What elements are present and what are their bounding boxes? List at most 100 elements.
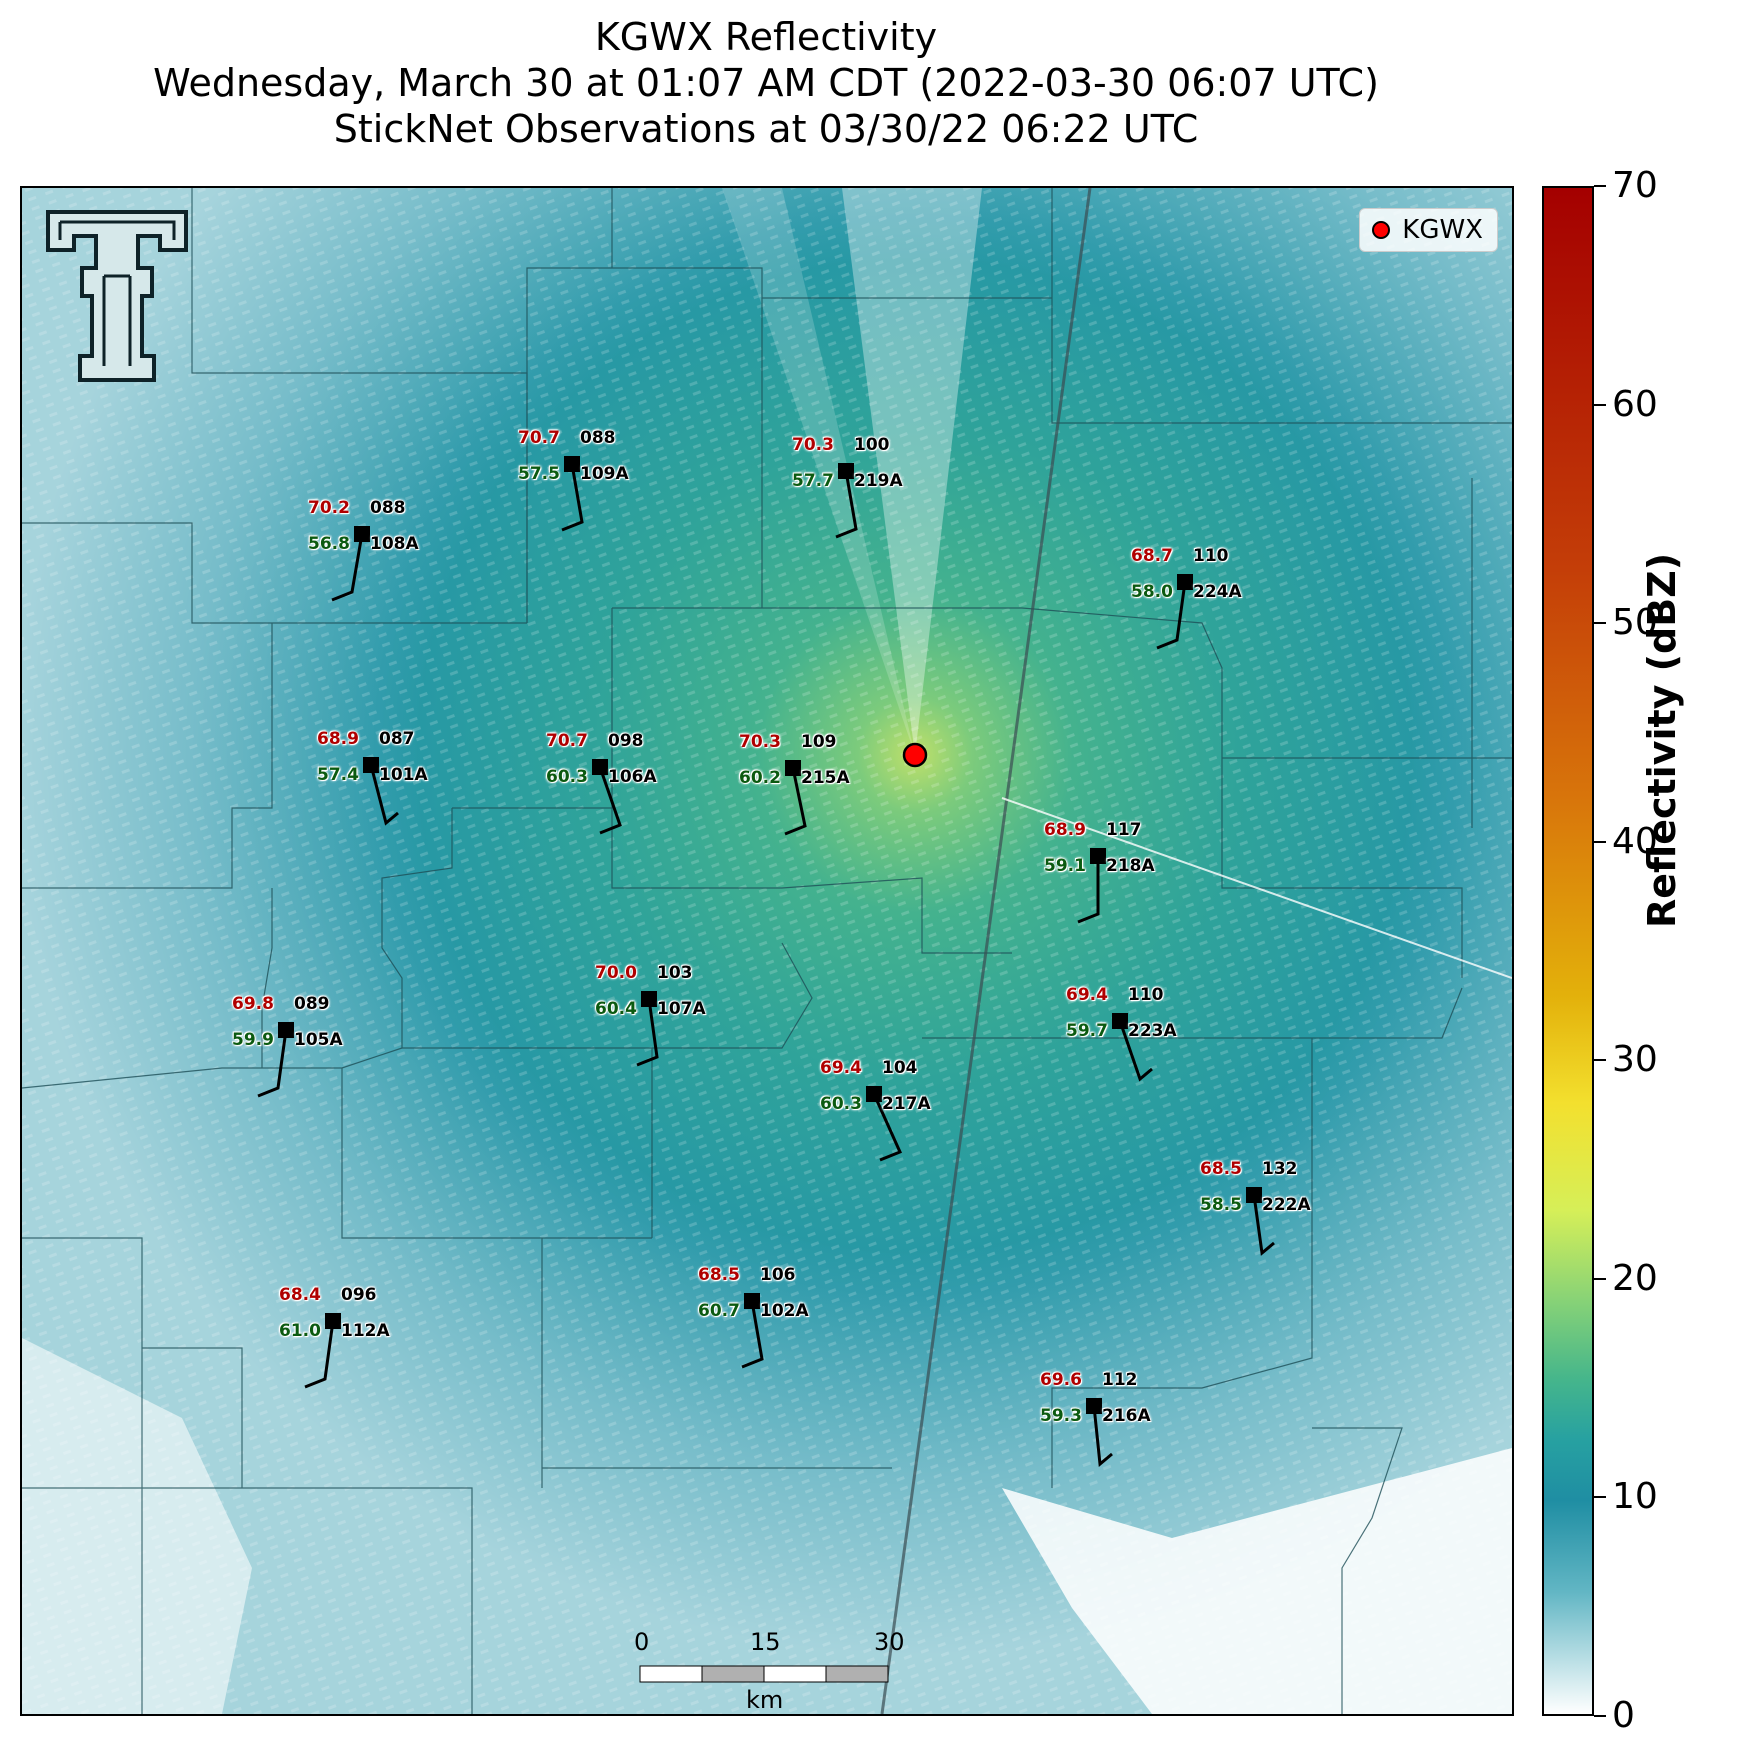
station-marker bbox=[278, 1022, 294, 1038]
station-temperature: 69.8 bbox=[232, 994, 274, 1014]
colorbar-tick-mark bbox=[1594, 1715, 1606, 1717]
station-pressure: 088 bbox=[370, 498, 406, 518]
station-temperature: 69.4 bbox=[1066, 985, 1108, 1005]
station-marker bbox=[354, 526, 370, 542]
colorbar-tick-mark bbox=[1594, 1496, 1606, 1499]
radar-map[interactable]: KGWX 70.2 088 56.8 108A 70.7 088 57.5 109A 70.3 1… bbox=[20, 186, 1514, 1716]
station-marker bbox=[785, 760, 801, 776]
station-dewpoint: 58.5 bbox=[1200, 1195, 1242, 1215]
station-id: 223A bbox=[1128, 1021, 1177, 1041]
station-pressure: 110 bbox=[1128, 985, 1164, 1005]
station-dewpoint: 59.3 bbox=[1040, 1406, 1082, 1426]
station-marker bbox=[592, 759, 608, 775]
station-temperature: 68.5 bbox=[698, 1265, 740, 1285]
station-temperature: 69.4 bbox=[820, 1058, 862, 1078]
colorbar-tick-label: 0 bbox=[1612, 1695, 1635, 1736]
radar-site-marker bbox=[902, 742, 928, 768]
station-id: 109A bbox=[580, 464, 629, 484]
title-line-3: StickNet Observations at 03/30/22 06:22 … bbox=[333, 107, 1199, 151]
station-temperature: 70.7 bbox=[546, 731, 588, 751]
station-pressure: 104 bbox=[882, 1058, 918, 1078]
station-id: 219A bbox=[854, 471, 903, 491]
colorbar-tick-mark bbox=[1594, 1277, 1606, 1280]
station-marker bbox=[744, 1293, 760, 1309]
station-temperature: 69.6 bbox=[1040, 1370, 1082, 1390]
wind-barb bbox=[598, 766, 622, 835]
scale-bar: 0 15 30 km bbox=[634, 1628, 905, 1714]
wind-barb bbox=[304, 1320, 335, 1389]
wind-barb bbox=[1118, 1020, 1153, 1082]
station-dewpoint: 57.4 bbox=[317, 765, 359, 785]
station-marker bbox=[1112, 1013, 1128, 1029]
colorbar-tick-mark bbox=[1594, 622, 1606, 625]
station-pressure: 098 bbox=[608, 731, 644, 751]
colorbar-tick-label: 20 bbox=[1612, 1257, 1658, 1299]
chart-title: KGWX Reflectivity Wednesday, March 30 at… bbox=[0, 14, 1532, 152]
station-dewpoint: 59.7 bbox=[1066, 1021, 1108, 1041]
station-dewpoint: 60.3 bbox=[820, 1094, 862, 1114]
wind-barb bbox=[331, 533, 364, 602]
title-line-2: Wednesday, March 30 at 01:07 AM CDT (202… bbox=[153, 61, 1379, 105]
station-pressure: 096 bbox=[341, 1285, 377, 1305]
station-temperature: 68.5 bbox=[1200, 1159, 1242, 1179]
station-id: 218A bbox=[1106, 856, 1155, 876]
station-id: 216A bbox=[1102, 1406, 1151, 1426]
station-temperature: 70.2 bbox=[308, 498, 350, 518]
station-dewpoint: 56.8 bbox=[308, 534, 350, 554]
colorbar-tick-mark bbox=[1594, 185, 1606, 187]
texas-tech-logo bbox=[42, 206, 192, 386]
station-temperature: 68.4 bbox=[279, 1285, 321, 1305]
wind-barb bbox=[784, 767, 807, 836]
colorbar-tick-mark bbox=[1594, 840, 1606, 843]
wind-barb bbox=[369, 764, 399, 826]
station-temperature: 70.3 bbox=[739, 732, 781, 752]
station-dewpoint: 59.9 bbox=[232, 1030, 274, 1050]
colorbar-tick-label: 50 bbox=[1612, 602, 1658, 644]
station-pressure: 100 bbox=[854, 435, 890, 455]
station-marker bbox=[363, 757, 379, 773]
station-pressure: 089 bbox=[294, 994, 330, 1014]
station-pressure: 117 bbox=[1106, 820, 1142, 840]
station-dewpoint: 60.4 bbox=[595, 999, 637, 1019]
station-temperature: 68.7 bbox=[1131, 546, 1173, 566]
station-pressure: 112 bbox=[1102, 1370, 1138, 1390]
station-id: 217A bbox=[882, 1094, 931, 1114]
station-pressure: 110 bbox=[1193, 546, 1229, 566]
map-legend: KGWX bbox=[1359, 208, 1498, 252]
station-id: 105A bbox=[294, 1030, 343, 1050]
wind-barb bbox=[1156, 581, 1187, 650]
colorbar-tick-label: 10 bbox=[1612, 1476, 1658, 1518]
station-id: 224A bbox=[1193, 582, 1242, 602]
wind-barb bbox=[741, 1300, 764, 1369]
station-pressure: 106 bbox=[760, 1265, 796, 1285]
wind-barb bbox=[561, 463, 584, 532]
station-dewpoint: 60.2 bbox=[739, 768, 781, 788]
station-id: 107A bbox=[657, 999, 706, 1019]
scale-unit: km bbox=[746, 1686, 784, 1714]
station-dewpoint: 61.0 bbox=[279, 1321, 321, 1341]
station-temperature: 68.9 bbox=[317, 729, 359, 749]
scale-tick-15: 15 bbox=[750, 1628, 781, 1656]
wind-barb bbox=[257, 1029, 288, 1098]
wind-barb bbox=[1252, 1194, 1275, 1256]
station-marker bbox=[866, 1086, 882, 1102]
scale-tick-30: 30 bbox=[874, 1628, 905, 1656]
colorbar-tick-label: 40 bbox=[1612, 820, 1658, 862]
colorbar-tick-label: 60 bbox=[1612, 383, 1658, 425]
station-id: 112A bbox=[341, 1321, 390, 1341]
colorbar-tick-label: 30 bbox=[1612, 1039, 1658, 1081]
wind-barb bbox=[835, 470, 858, 539]
station-id: 101A bbox=[379, 765, 428, 785]
station-id: 222A bbox=[1262, 1195, 1311, 1215]
station-pressure: 103 bbox=[657, 963, 693, 983]
station-marker bbox=[641, 991, 657, 1007]
station-marker bbox=[1090, 848, 1106, 864]
station-id: 215A bbox=[801, 768, 850, 788]
wind-barb bbox=[872, 1093, 903, 1162]
radar-reflectivity-field bbox=[22, 188, 1512, 1714]
station-dewpoint: 57.5 bbox=[518, 464, 560, 484]
station-id: 108A bbox=[370, 534, 419, 554]
wind-barb bbox=[1077, 856, 1100, 924]
colorbar-tick-mark bbox=[1594, 1059, 1606, 1062]
station-dewpoint: 60.3 bbox=[546, 767, 588, 787]
